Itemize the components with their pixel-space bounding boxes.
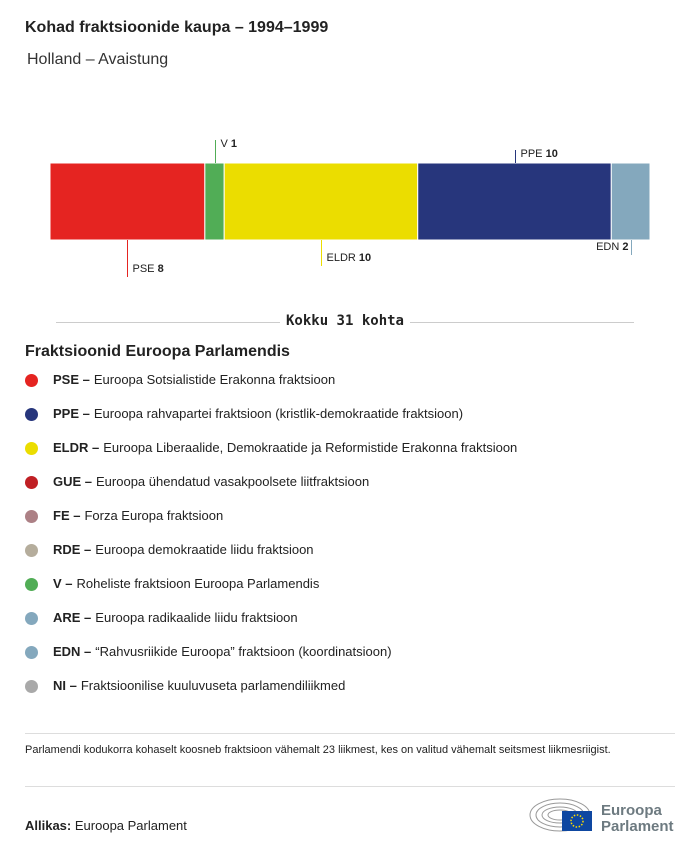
legend-item: RDE – Euroopa demokraatide liidu fraktsio…: [25, 542, 517, 576]
legend-abbr: NI –: [53, 678, 77, 693]
legend-text: Fraktsioonilise kuuluvuseta parlamendili…: [80, 678, 346, 693]
legend-item: PPE – Euroopa rahvapartei fraktsioon (kri…: [25, 406, 517, 440]
data-label: ELDR 10: [327, 252, 372, 264]
logo-text-1: Euroopa: [601, 802, 662, 819]
source-label: Allikas:: [25, 818, 72, 833]
legend-item: GUE – Euroopa ühendatud vasakpoolsete lii…: [25, 474, 517, 508]
data-label: V 1: [221, 138, 238, 150]
chart-subtitle: Holland – Avaistung: [27, 51, 169, 68]
legend-text: Euroopa demokraatide liidu fraktsioon: [95, 542, 314, 557]
legend-swatch: [25, 374, 38, 387]
legend-abbr: V –: [53, 576, 73, 591]
total-seats: Kokku 31 kohta: [56, 312, 634, 332]
legend-abbr: GUE –: [53, 474, 93, 489]
legend-swatch: [25, 680, 38, 693]
legend-text: Euroopa radikaalide liidu fraktsioon: [95, 610, 298, 625]
legend-title: Fraktsioonid Euroopa Parlamendis: [25, 343, 290, 360]
legend-item: NI – Fraktsioonilise kuuluvuseta parlamen…: [25, 678, 517, 712]
bar-eldr: [223, 162, 419, 241]
legend-abbr: ARE –: [53, 610, 92, 625]
legend-item: V – Roheliste fraktsioon Euroopa Parlamen…: [25, 576, 517, 610]
legend-abbr: EDN –: [53, 644, 92, 659]
legend-text: “Rahvusriikide Euroopa” fraktsioon (koor…: [95, 644, 392, 659]
legend-swatch: [25, 442, 38, 455]
legend-swatch: [25, 510, 38, 523]
legend-item: FE – Forza Europa fraktsioon: [25, 508, 517, 542]
divider: [25, 786, 675, 787]
bar-pse: [49, 162, 206, 241]
ep-logo: Euroopa Parlament: [528, 795, 678, 840]
legend-abbr: PPE –: [53, 406, 90, 421]
data-label: EDN 2: [596, 241, 628, 253]
legend-swatch: [25, 612, 38, 625]
bar-edn: [610, 162, 651, 241]
source: Allikas: Euroopa Parlament: [25, 818, 187, 833]
divider: [25, 733, 675, 734]
legend-item: ARE – Euroopa radikaalide liidu fraktsioo…: [25, 610, 517, 644]
footnote: Parlamendi kodukorra kohaselt koosneb fr…: [25, 744, 611, 756]
legend-abbr: ELDR –: [53, 440, 100, 455]
legend-item: PSE – Euroopa Sotsialistide Erakonna frak…: [25, 372, 517, 406]
legend-item: EDN – “Rahvusriikide Euroopa” fraktsioon …: [25, 644, 517, 678]
legend-abbr: PSE –: [53, 372, 90, 387]
legend-swatch: [25, 544, 38, 557]
total-label: Kokku 31 kohta: [279, 313, 410, 329]
stacked-bar-chart: PSE 8 V 1 ELDR 10 PPE 10 EDN 2: [49, 138, 651, 277]
legend: PSE – Euroopa Sotsialistide Erakonna frak…: [25, 372, 517, 712]
logo-text-2: Parlament: [601, 818, 674, 835]
chart-title: Kohad fraktsioonide kaupa – 1994–1999: [25, 19, 329, 36]
legend-swatch: [25, 408, 38, 421]
data-label: PSE 8: [133, 263, 164, 275]
legend-abbr: FE –: [53, 508, 81, 523]
legend-swatch: [25, 646, 38, 659]
legend-item: ELDR – Euroopa Liberaalide, Demokraatide …: [25, 440, 517, 474]
legend-text: Euroopa rahvapartei fraktsioon (kristlik…: [93, 406, 464, 421]
legend-swatch: [25, 476, 38, 489]
legend-swatch: [25, 578, 38, 591]
legend-abbr: RDE –: [53, 542, 92, 557]
data-label: PPE 10: [521, 148, 558, 160]
legend-text: Roheliste fraktsioon Euroopa Parlamendis: [76, 576, 320, 591]
legend-text: Forza Europa fraktsioon: [84, 508, 224, 523]
source-value: Euroopa Parlament: [74, 818, 187, 833]
bar-ppe: [417, 162, 612, 241]
legend-text: Euroopa Sotsialistide Erakonna fraktsioo…: [93, 372, 336, 387]
legend-text: Euroopa Liberaalide, Demokraatide ja Ref…: [103, 440, 518, 455]
legend-text: Euroopa ühendatud vasakpoolsete liitfrak…: [96, 474, 370, 489]
bar-v: [204, 162, 225, 241]
